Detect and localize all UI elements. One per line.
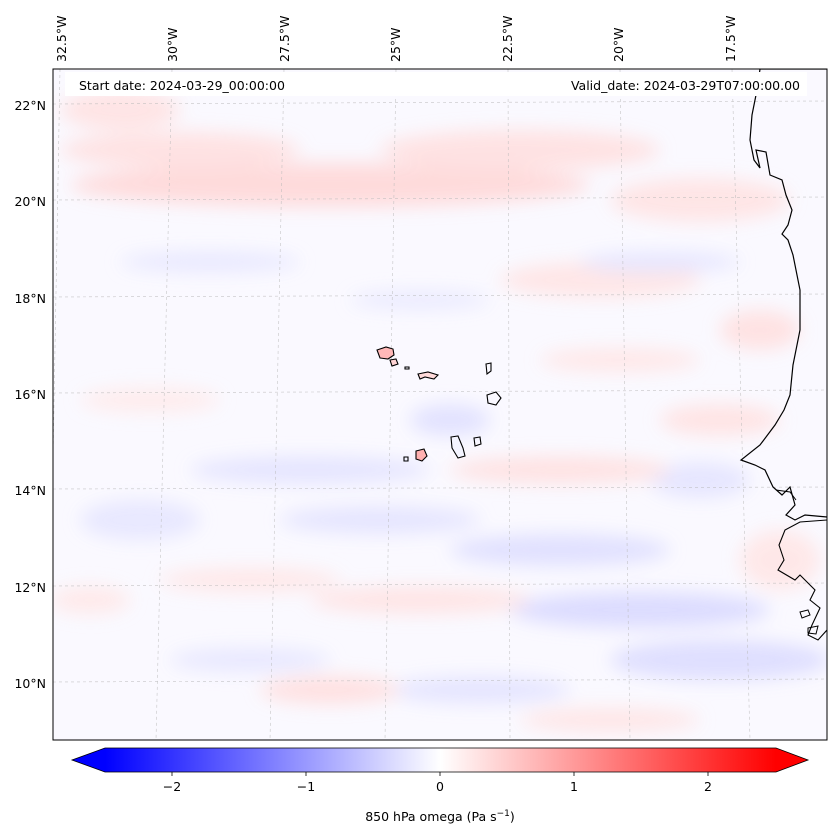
cape-verde-islands xyxy=(376,346,502,462)
lon-label-27-5w: 27.5°W xyxy=(277,16,292,62)
island-brava xyxy=(403,456,409,462)
island-santa-luzia xyxy=(404,366,410,370)
guinea-bissau-coastline xyxy=(777,519,827,641)
lon-label-25w: 25°W xyxy=(388,27,403,62)
colorbar-label-text: 850 hPa omega (Pa s xyxy=(365,809,496,824)
colorbar-tick-0: 0 xyxy=(436,779,444,794)
lat-label-20n: 20°N xyxy=(14,194,46,209)
island-sal xyxy=(485,362,492,376)
lon-label-17-5w: 17.5°W xyxy=(723,16,738,62)
lat-label-16n: 16°N xyxy=(14,387,46,402)
gridline-lon-25 xyxy=(384,69,397,740)
colorbar: −2 −1 0 1 2 850 hPa omega (Pa s−1) xyxy=(70,747,810,824)
colorbar-body xyxy=(105,748,776,772)
bissagos-island-2 xyxy=(807,625,819,635)
island-fogo xyxy=(415,448,428,462)
colorbar-tick-2: 2 xyxy=(704,779,712,794)
island-sao-nicolau xyxy=(417,371,440,380)
colorbar-label-sup: −1 xyxy=(497,809,510,819)
lat-label-22n: 22°N xyxy=(14,98,46,113)
colorbar-tick-neg1: −1 xyxy=(297,779,315,794)
map-frame xyxy=(52,68,828,741)
gridline-lon-20 xyxy=(619,69,631,740)
lat-label-14n: 14°N xyxy=(14,483,46,498)
header-background xyxy=(65,72,807,96)
gridline-lon-30 xyxy=(155,69,173,740)
latitude-labels: 22°N 20°N 18°N 16°N 14°N 12°N 10°N xyxy=(14,98,46,691)
gridlines xyxy=(53,69,827,740)
gridline-lon-27-5 xyxy=(269,69,285,740)
map-panel xyxy=(53,69,827,740)
island-santo-antao xyxy=(376,346,395,360)
colorbar-label: 850 hPa omega (Pa s−1) xyxy=(365,809,515,824)
lon-label-20w: 20°W xyxy=(611,27,626,62)
valid-date-label: Valid_date: 2024-03-29T07:00:00.00 xyxy=(571,78,800,93)
gambia-inlet xyxy=(775,489,797,501)
island-sao-vicente xyxy=(389,358,399,367)
colorbar-low-extend xyxy=(72,748,105,772)
colorbar-ticks xyxy=(171,772,709,776)
lon-label-22-5w: 22.5°W xyxy=(500,16,515,62)
lon-label-32-5w: 32.5°W xyxy=(54,16,69,62)
island-boa-vista xyxy=(486,391,502,406)
bissagos-island-1 xyxy=(799,609,811,619)
lat-label-12n: 12°N xyxy=(14,580,46,595)
lat-label-10n: 10°N xyxy=(14,676,46,691)
colorbar-tick-neg2: −2 xyxy=(163,779,181,794)
start-date-label: Start date: 2024-03-29_00:00:00 xyxy=(79,78,285,93)
colorbar-high-extend xyxy=(776,748,808,772)
gridline-lon-22-5 xyxy=(507,69,511,740)
gridline-lon-17-5 xyxy=(731,69,751,740)
colorbar-outline xyxy=(70,747,810,773)
lon-label-30w: 30°W xyxy=(165,27,180,62)
colorbar-label-close: ) xyxy=(510,809,515,824)
africa-coastline xyxy=(739,69,827,521)
island-santiago xyxy=(450,435,466,459)
colorbar-tick-1: 1 xyxy=(570,779,578,794)
island-maio xyxy=(473,436,482,447)
lat-label-18n: 18°N xyxy=(14,291,46,306)
omega-field xyxy=(53,90,827,732)
longitude-labels: 32.5°W 30°W 27.5°W 25°W 22.5°W 20°W 17.5… xyxy=(54,16,738,62)
